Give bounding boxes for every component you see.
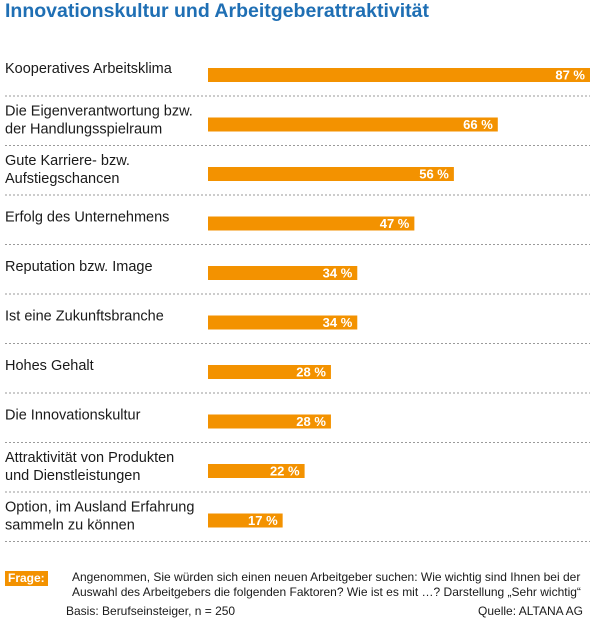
bar (208, 68, 590, 82)
bar (208, 464, 305, 478)
question-tag: Frage: (5, 571, 48, 586)
bar (208, 117, 498, 132)
category-label: Aufstiegschancen (5, 171, 119, 187)
bar (208, 216, 415, 231)
bar-value-label: 28 % (296, 414, 326, 429)
basis-note: Basis: Berufseinsteiger, n = 250 (66, 604, 236, 618)
bar (208, 414, 331, 429)
category-label: Die Eigenverantwortung bzw. (5, 104, 193, 120)
bar-chart: Kooperatives Arbeitsklima 87 % Die Eigenve… (5, 61, 590, 542)
category-label: Hohes Gehalt (5, 358, 94, 374)
category-label: Reputation bzw. Image (5, 259, 153, 275)
source-note: Quelle: ALTANA AG (478, 604, 583, 618)
category-label: und Dienstleistungen (5, 468, 140, 484)
bar-value-label: 28 % (296, 365, 326, 380)
bar-value-label: 34 % (323, 315, 353, 330)
category-label: der Handlungsspielraum (5, 122, 162, 138)
bar (208, 167, 454, 181)
category-label: Erfolg des Unternehmens (5, 210, 169, 226)
bar-value-label: 17 % (248, 513, 278, 528)
category-label: Kooperatives Arbeitsklima (5, 61, 173, 77)
bar-value-label: 87 % (555, 68, 585, 83)
category-label: Die Innovationskultur (5, 408, 141, 424)
bar (208, 315, 358, 330)
category-label: Attraktivität von Produkten (5, 450, 174, 466)
bar-value-label: 56 % (419, 167, 449, 182)
bar (208, 365, 331, 379)
bar (208, 266, 358, 280)
bar-value-label: 34 % (323, 266, 353, 281)
question-text: Angenommen, Sie würden sich einen neuen … (72, 570, 581, 599)
category-label: Gute Karriere- bzw. (5, 153, 130, 169)
bar-value-label: 22 % (270, 464, 300, 479)
chart-title: Innovationskultur und Arbeitgeberattrakt… (5, 0, 429, 22)
category-label: sammeln zu können (5, 518, 135, 534)
bar-value-label: 66 % (463, 117, 493, 132)
category-label: Option, im Ausland Erfahrung (5, 500, 194, 516)
bar (208, 513, 283, 528)
question-note: Frage: Angenommen, Sie würden sich einen… (5, 569, 593, 599)
category-label: Ist eine Zukunftsbranche (5, 309, 164, 325)
bar-value-label: 47 % (380, 216, 410, 231)
